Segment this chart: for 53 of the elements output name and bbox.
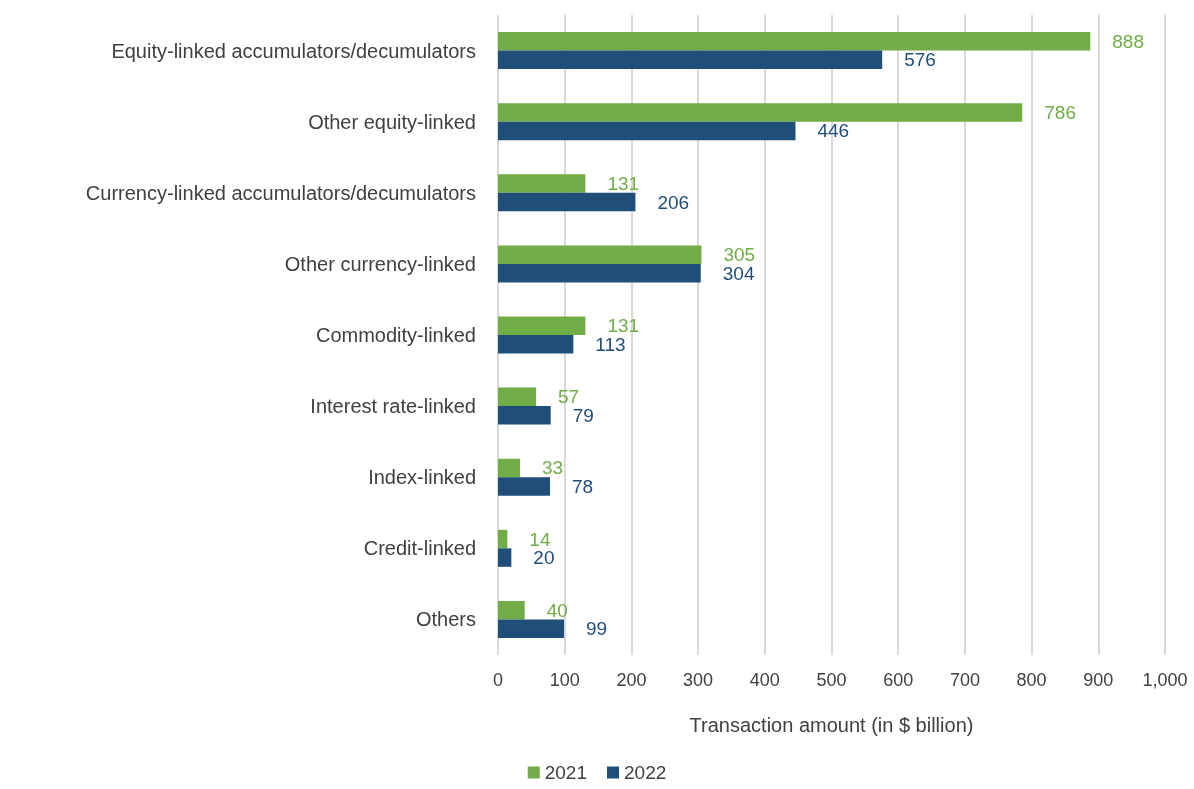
x-tick-label: 400 [749,670,780,690]
x-axis-title: Transaction amount (in $ billion) [689,714,974,736]
bar [498,387,537,407]
x-tick-label: 100 [549,670,580,690]
data-label: 888 [1112,30,1144,52]
data-label: 14 [529,528,551,550]
bar [498,600,525,620]
y-tick-label: Interest rate-linked [310,395,476,418]
x-tick-label: 800 [1016,670,1047,690]
data-label: 20 [533,547,555,569]
y-tick-label: Others [415,608,476,631]
bar [498,619,565,638]
y-tick-label: Credit-linked [363,537,476,560]
bar [498,245,702,264]
bar [498,50,883,70]
bar [498,406,551,425]
legend-label: 2022 [624,762,667,783]
y-tick-label: Currency-linked accumulators/decumulators [85,181,476,204]
bar [498,192,636,212]
bar [498,263,701,283]
x-tick-label: 0 [492,670,504,690]
data-label: 576 [904,49,936,71]
y-tick-label: Other currency-linked [284,252,476,275]
bar [498,316,586,335]
bar [498,335,574,354]
bar [498,121,796,141]
data-label: 99 [586,618,608,640]
x-tick-label: 900 [1083,670,1114,690]
bar [498,529,508,549]
x-tick-label: 600 [883,670,914,690]
y-tick-label: Other equity-linked [308,110,476,133]
bar [498,458,521,478]
x-tick-label: 300 [683,670,714,690]
x-tick-label: 1,000 [1142,670,1188,690]
x-tick-label: 500 [816,670,847,690]
x-tick-label: 700 [949,670,980,690]
data-label: 131 [607,173,640,195]
y-tick-label: Index-linked [368,466,476,489]
bar [498,477,551,496]
y-tick-label: Commodity-linked [315,324,476,346]
data-label: 78 [572,475,594,497]
x-tick-label: 200 [616,670,647,690]
data-label: 40 [546,599,568,621]
data-label: 206 [657,191,690,213]
data-label: 446 [817,120,850,142]
legend-label: 2021 [544,762,588,783]
bar [498,32,1091,51]
data-label: 786 [1044,101,1076,123]
y-tick-label: Equity-linked accumulators/decumulators [111,39,476,62]
bar [498,103,1023,122]
bar [498,174,586,193]
bar [498,548,512,567]
data-label: 33 [542,457,564,479]
